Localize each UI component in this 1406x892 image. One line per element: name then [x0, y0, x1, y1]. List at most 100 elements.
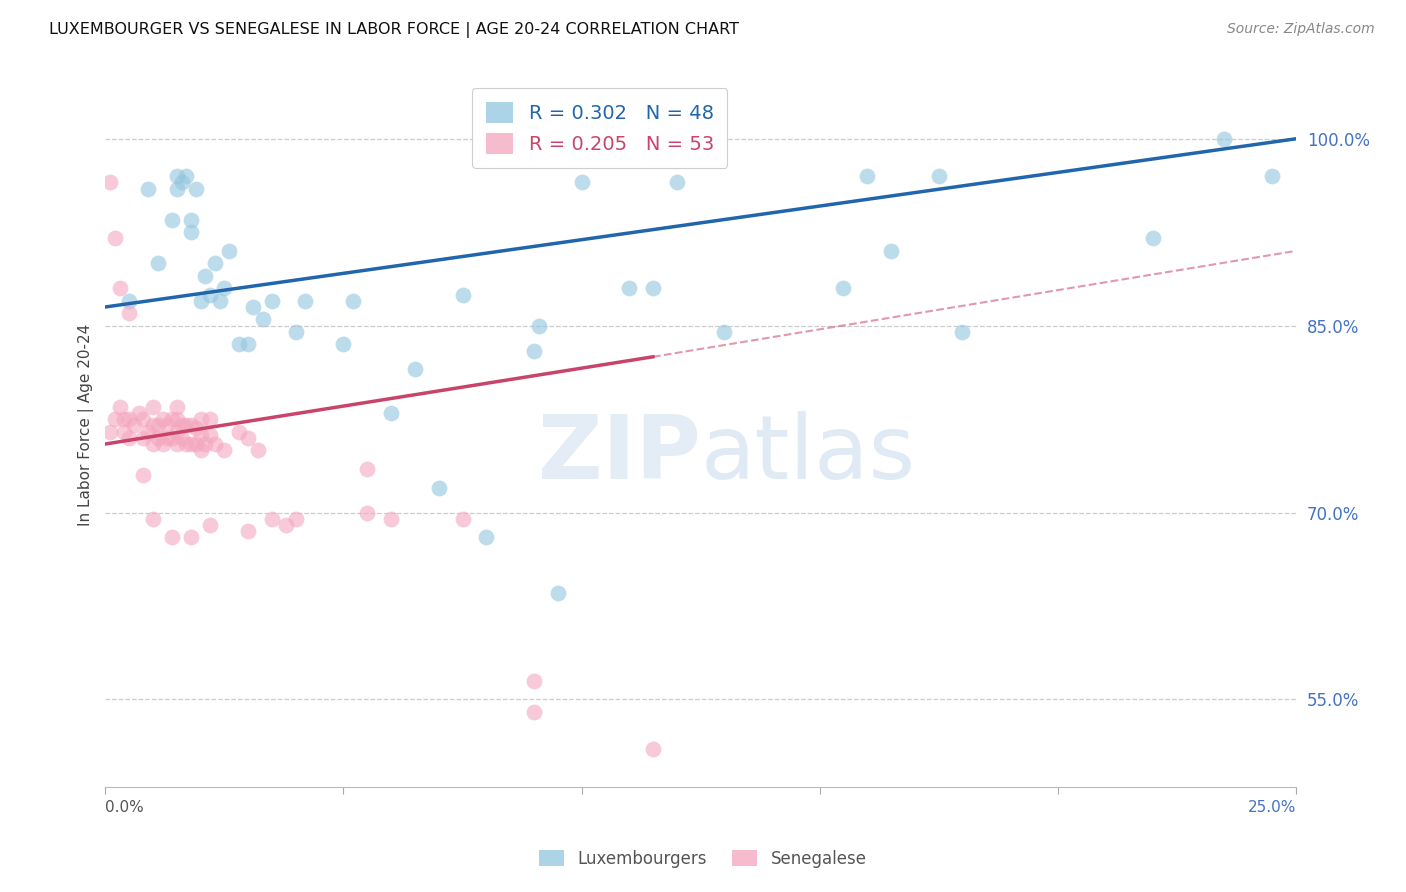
Point	[132, 468, 155, 483]
Point	[190, 443, 212, 458]
Point	[198, 428, 221, 442]
Point	[156, 418, 179, 433]
Point	[523, 673, 546, 688]
Point	[880, 244, 903, 258]
Point	[294, 293, 316, 308]
Point	[332, 337, 354, 351]
Point	[523, 705, 546, 719]
Point	[228, 337, 250, 351]
Point	[242, 300, 264, 314]
Point	[952, 325, 974, 339]
Point	[166, 169, 188, 184]
Point	[238, 337, 260, 351]
Point	[617, 281, 640, 295]
Point	[112, 425, 135, 439]
Point	[160, 212, 183, 227]
Point	[170, 431, 193, 445]
Point	[166, 181, 188, 195]
Point	[451, 512, 474, 526]
Point	[208, 293, 231, 308]
Point	[665, 175, 688, 189]
Point	[238, 431, 260, 445]
Point	[451, 287, 474, 301]
Point	[1261, 169, 1284, 184]
Point	[146, 418, 169, 433]
Point	[176, 169, 198, 184]
Text: 25.0%: 25.0%	[1247, 799, 1296, 814]
Point	[152, 437, 174, 451]
Y-axis label: In Labor Force | Age 20-24: In Labor Force | Age 20-24	[79, 324, 94, 526]
Point	[190, 412, 212, 426]
Point	[204, 437, 226, 451]
Point	[170, 418, 193, 433]
Point	[180, 225, 202, 239]
Point	[128, 406, 150, 420]
Point	[198, 412, 221, 426]
Point	[380, 512, 402, 526]
Point	[198, 287, 221, 301]
Point	[180, 437, 202, 451]
Point	[104, 231, 127, 245]
Point	[170, 175, 193, 189]
Point	[146, 256, 169, 270]
Point	[142, 418, 165, 433]
Point	[184, 181, 207, 195]
Point	[404, 362, 426, 376]
Text: atlas: atlas	[700, 410, 915, 498]
Point	[284, 512, 307, 526]
Point	[198, 518, 221, 533]
Point	[166, 437, 188, 451]
Point	[641, 742, 664, 756]
Text: LUXEMBOURGER VS SENEGALESE IN LABOR FORCE | AGE 20-24 CORRELATION CHART: LUXEMBOURGER VS SENEGALESE IN LABOR FORC…	[49, 22, 740, 38]
Point	[104, 412, 127, 426]
Point	[118, 412, 141, 426]
Point	[214, 443, 236, 458]
Point	[184, 421, 207, 435]
Point	[136, 181, 159, 195]
Point	[342, 293, 364, 308]
Point	[166, 425, 188, 439]
Point	[218, 244, 240, 258]
Point	[160, 412, 183, 426]
Point	[246, 443, 269, 458]
Point	[523, 343, 546, 358]
Point	[238, 524, 260, 539]
Point	[108, 400, 131, 414]
Point	[160, 431, 183, 445]
Point	[284, 325, 307, 339]
Point	[1213, 132, 1236, 146]
Point	[98, 425, 121, 439]
Point	[190, 293, 212, 308]
Point	[142, 512, 165, 526]
Point	[146, 431, 169, 445]
Point	[260, 512, 283, 526]
Point	[176, 437, 198, 451]
Legend: R = 0.302   N = 48, R = 0.205   N = 53: R = 0.302 N = 48, R = 0.205 N = 53	[472, 88, 727, 168]
Point	[214, 281, 236, 295]
Text: ZIP: ZIP	[538, 410, 700, 498]
Legend: Luxembourgers, Senegalese: Luxembourgers, Senegalese	[533, 844, 873, 875]
Point	[118, 431, 141, 445]
Point	[856, 169, 879, 184]
Point	[112, 412, 135, 426]
Point	[136, 425, 159, 439]
Point	[152, 412, 174, 426]
Point	[641, 281, 664, 295]
Point	[142, 400, 165, 414]
Point	[118, 293, 141, 308]
Point	[160, 530, 183, 544]
Point	[176, 418, 198, 433]
Point	[475, 530, 498, 544]
Point	[180, 530, 202, 544]
Point	[380, 406, 402, 420]
Point	[276, 518, 298, 533]
Point	[260, 293, 283, 308]
Point	[166, 412, 188, 426]
Point	[98, 175, 121, 189]
Text: 0.0%: 0.0%	[105, 799, 145, 814]
Point	[228, 425, 250, 439]
Text: Source: ZipAtlas.com: Source: ZipAtlas.com	[1227, 22, 1375, 37]
Point	[204, 256, 226, 270]
Point	[252, 312, 274, 326]
Point	[356, 506, 378, 520]
